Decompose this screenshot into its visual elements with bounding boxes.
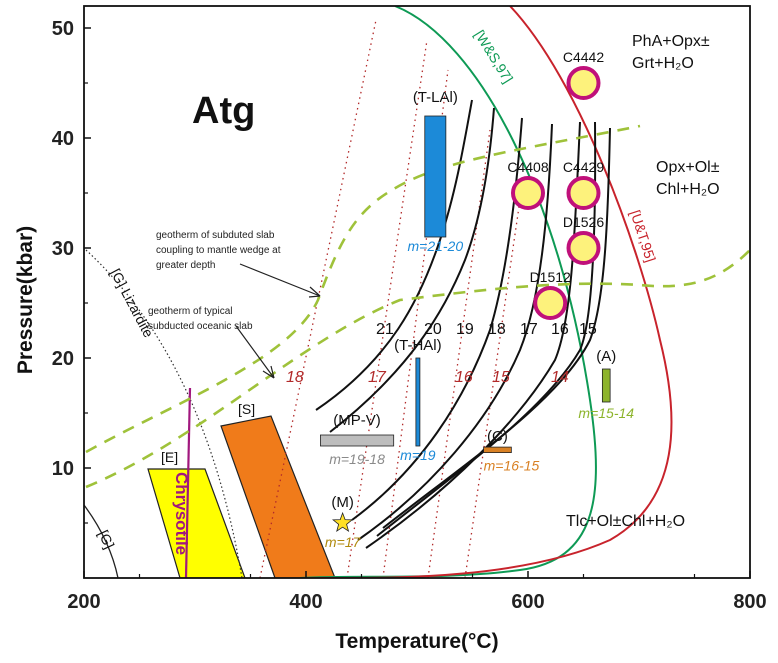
geotherm-typical-annotation: geotherm of typical subducted oceanic sl…	[148, 306, 275, 379]
experiment-m-label: m=16-15	[484, 458, 540, 474]
dotted-isopleths	[259, 19, 521, 578]
x-tick-label: 200	[67, 591, 100, 613]
solid-isopleth-label: 19	[456, 321, 474, 338]
x-tick-label: 800	[733, 591, 766, 613]
geotherms	[85, 124, 750, 489]
experiment-m-label: m=15-14	[578, 405, 634, 421]
solid-isopleth-label: 18	[488, 321, 506, 338]
geotherm-coupling-annotation: geotherm of subduted slab coupling to ma…	[156, 230, 321, 298]
y-tick-label: 20	[52, 348, 74, 370]
experiment-m-label: m=17	[325, 534, 362, 550]
experiment-box	[320, 434, 395, 447]
experiment-label: (M)	[331, 494, 354, 511]
solid-isopleth-label: 20	[424, 321, 442, 338]
solid-isopleth-label: 16	[551, 321, 569, 338]
pha-label: PhA+Opx±	[632, 33, 710, 50]
sample-markers: C4442 C4408 C4429 D1526 D1512	[507, 49, 604, 320]
isopleth-labels: 21 20 19 18 17 16 15 18 17 16 15 14	[286, 321, 597, 386]
sample-circle	[511, 176, 545, 210]
solid-isopleth-label: 15	[579, 321, 597, 338]
field-s-orange	[220, 415, 336, 578]
dotted-isopleth-label: 14	[551, 369, 569, 386]
ut95-label: [U&T,95]	[627, 208, 659, 264]
experiment-label: (T-LAl)	[413, 89, 458, 106]
sample-label: C4408	[507, 159, 548, 175]
g-curve	[84, 504, 119, 578]
opx-label: Opx+Ol±	[656, 159, 720, 176]
experiment-label: (C)	[487, 428, 508, 445]
geotherm-typical	[85, 249, 750, 489]
plot-frame	[83, 5, 751, 579]
y-tick-label: 40	[52, 128, 74, 150]
x-axis-title: Temperature(°C)	[335, 630, 498, 653]
dotted-isopleth-label: 18	[286, 369, 304, 386]
solid-isopleths	[315, 99, 611, 549]
dotted-isopleth-label: 17	[368, 369, 387, 386]
experiment-box	[424, 115, 447, 238]
solid-isopleth-label: 21	[376, 321, 394, 338]
svg-text:subducted oceanic slab: subducted oceanic slab	[148, 321, 253, 332]
svg-text:geotherm of typical: geotherm of typical	[148, 306, 233, 317]
sample-label: D1512	[530, 269, 571, 285]
experiment-label: (MP-V)	[333, 412, 381, 429]
chrysotile-line	[184, 387, 192, 578]
ut95-curve	[320, 6, 673, 578]
tlc-label: Tlc+Ol±Chl+H₂O	[566, 513, 685, 530]
sample-label: C4442	[563, 49, 604, 65]
y-tick-label: 50	[52, 18, 74, 40]
svg-text:coupling to mantle wedge at: coupling to mantle wedge at	[156, 245, 281, 256]
sample-label: D1526	[563, 214, 604, 230]
svg-text:greater depth: greater depth	[156, 260, 216, 271]
experiment-m-label: m=19	[400, 447, 436, 463]
dotted-isopleth-label: 15	[492, 369, 510, 386]
sample-circle	[533, 286, 568, 320]
lizardite-curve	[85, 249, 243, 578]
geotherm-coupling	[85, 124, 641, 454]
experiment-box	[415, 357, 421, 447]
experiment-markers: (T-LAl) m=21-20 (T-HAl) m=19 (MP-V) m=19-18 (C…	[320, 89, 634, 550]
ws97-label: [W&S,97]	[471, 27, 516, 86]
dotted-isopleth-label: 16	[455, 369, 473, 386]
experiment-m-label: m=21-20	[407, 238, 463, 254]
x-ticks: 200 400 600 800	[67, 571, 767, 613]
experiment-label: (T-HAl)	[394, 337, 442, 354]
x-tick-label: 600	[511, 591, 544, 613]
y-tick-label: 10	[52, 458, 74, 480]
sample-circle	[566, 66, 601, 100]
s-label: [S]	[238, 401, 255, 417]
pha-label-2: Grt+H₂O	[632, 55, 694, 72]
opx-label-2: Chl+H₂O	[656, 181, 720, 198]
y-axis-title: Pressure(kbar)	[14, 226, 37, 374]
svg-text:geotherm of subduted slab: geotherm of subduted slab	[156, 230, 275, 241]
g-label: [G]	[95, 528, 117, 552]
y-tick-label: 30	[52, 238, 74, 260]
field-e-yellow	[147, 468, 246, 578]
sample-circle	[566, 176, 601, 210]
experiment-box	[601, 368, 611, 403]
experiment-box	[483, 446, 512, 454]
solid-isopleth-label: 17	[520, 321, 538, 338]
experiment-m-label: m=19-18	[329, 451, 385, 467]
atg-label: Atg	[192, 90, 255, 132]
e-label: [E]	[161, 449, 178, 465]
chrysotile-label: Chrysotile	[172, 472, 191, 555]
plot-area	[84, 6, 750, 578]
y-ticks: 10 20 30 40 50	[52, 18, 91, 524]
x-tick-label: 400	[289, 591, 322, 613]
experiment-star	[332, 511, 354, 533]
experiment-label: (A)	[596, 348, 616, 365]
sample-label: C4429	[563, 159, 604, 175]
sample-circle	[566, 231, 601, 265]
